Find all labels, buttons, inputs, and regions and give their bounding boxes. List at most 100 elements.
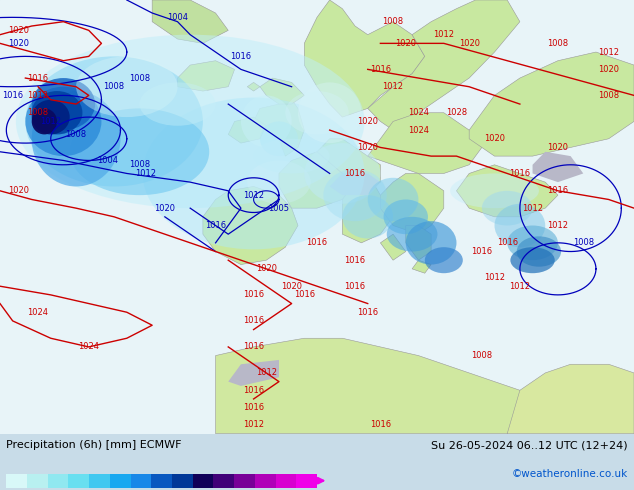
Text: 1024: 1024 — [78, 343, 100, 351]
Text: 1004: 1004 — [97, 156, 119, 165]
Text: 1008: 1008 — [129, 74, 150, 82]
Polygon shape — [203, 187, 298, 265]
Text: 1008: 1008 — [471, 351, 493, 360]
Text: 1020: 1020 — [484, 134, 505, 143]
Text: 1016: 1016 — [243, 317, 264, 325]
Polygon shape — [317, 139, 380, 182]
Text: 1020: 1020 — [256, 265, 277, 273]
Polygon shape — [380, 234, 406, 260]
Text: 1012: 1012 — [243, 420, 264, 429]
Bar — [110, 474, 131, 488]
Ellipse shape — [247, 160, 311, 204]
Ellipse shape — [32, 100, 70, 134]
Polygon shape — [406, 225, 431, 260]
Text: 1024: 1024 — [27, 308, 49, 317]
Ellipse shape — [260, 122, 298, 156]
Text: 1008: 1008 — [129, 160, 150, 169]
Text: 1012: 1012 — [547, 221, 569, 230]
Ellipse shape — [285, 91, 349, 134]
Ellipse shape — [450, 173, 539, 208]
Text: 1012: 1012 — [27, 91, 49, 100]
Ellipse shape — [387, 217, 437, 251]
Text: 1020: 1020 — [8, 186, 30, 196]
Ellipse shape — [143, 98, 365, 249]
Ellipse shape — [25, 56, 203, 187]
Polygon shape — [254, 100, 304, 156]
Text: ©weatheronline.co.uk: ©weatheronline.co.uk — [512, 469, 628, 479]
Ellipse shape — [16, 35, 365, 208]
Polygon shape — [304, 0, 425, 117]
Polygon shape — [456, 165, 558, 217]
Text: 1016: 1016 — [370, 420, 391, 429]
Text: 1016: 1016 — [230, 52, 252, 61]
Ellipse shape — [368, 178, 418, 221]
Ellipse shape — [32, 91, 82, 134]
Text: 1012: 1012 — [509, 282, 531, 291]
Bar — [152, 474, 172, 488]
Text: 1020: 1020 — [357, 143, 378, 152]
Ellipse shape — [495, 204, 545, 247]
Bar — [172, 474, 193, 488]
Text: 1012: 1012 — [256, 368, 277, 377]
Text: 1008: 1008 — [65, 130, 87, 139]
Text: 1012: 1012 — [484, 273, 505, 282]
Ellipse shape — [304, 143, 380, 204]
Polygon shape — [368, 113, 482, 173]
Ellipse shape — [482, 191, 533, 225]
Text: 1016: 1016 — [370, 65, 391, 74]
Text: 1012: 1012 — [598, 48, 619, 56]
Text: Precipitation (6h) [mm] ECMWF: Precipitation (6h) [mm] ECMWF — [6, 441, 182, 450]
Text: 1016: 1016 — [547, 186, 569, 196]
Bar — [68, 474, 89, 488]
Text: 1020: 1020 — [547, 143, 569, 152]
Text: 1020: 1020 — [357, 117, 378, 126]
Polygon shape — [279, 152, 355, 208]
Text: 1012: 1012 — [135, 169, 157, 178]
Text: 1016: 1016 — [243, 386, 264, 395]
Bar — [276, 474, 296, 488]
Text: 1028: 1028 — [446, 108, 467, 117]
Text: 1008: 1008 — [382, 17, 404, 26]
Bar — [296, 474, 317, 488]
Polygon shape — [228, 360, 279, 386]
Text: Su 26-05-2024 06..12 UTC (12+24): Su 26-05-2024 06..12 UTC (12+24) — [431, 441, 628, 450]
Text: 1016: 1016 — [243, 343, 264, 351]
Ellipse shape — [32, 78, 95, 130]
Text: 1012: 1012 — [382, 82, 404, 91]
Text: 1016: 1016 — [306, 238, 328, 247]
Ellipse shape — [70, 108, 209, 195]
Ellipse shape — [254, 139, 330, 173]
Text: 1016: 1016 — [243, 403, 264, 412]
Polygon shape — [260, 78, 304, 104]
Text: 1012: 1012 — [243, 191, 264, 199]
Polygon shape — [380, 173, 444, 234]
Ellipse shape — [517, 236, 561, 267]
Polygon shape — [330, 173, 380, 195]
Polygon shape — [178, 61, 235, 91]
Polygon shape — [152, 0, 228, 44]
Polygon shape — [412, 260, 431, 273]
Text: 1016: 1016 — [496, 238, 518, 247]
Text: 1005: 1005 — [268, 204, 290, 213]
Bar — [6, 474, 27, 488]
Ellipse shape — [32, 108, 57, 134]
Ellipse shape — [507, 225, 558, 260]
Text: 1024: 1024 — [408, 125, 429, 135]
Ellipse shape — [25, 87, 101, 156]
Text: 1020: 1020 — [598, 65, 619, 74]
Text: 1016: 1016 — [27, 74, 49, 82]
Ellipse shape — [241, 96, 292, 147]
Text: 1012: 1012 — [522, 204, 543, 213]
Polygon shape — [368, 0, 520, 130]
Text: 1008: 1008 — [573, 238, 594, 247]
Polygon shape — [533, 152, 583, 182]
Text: 1016: 1016 — [344, 256, 366, 265]
Ellipse shape — [510, 247, 555, 273]
Text: 1016: 1016 — [344, 169, 366, 178]
Ellipse shape — [406, 221, 456, 265]
Text: 1012: 1012 — [433, 30, 455, 39]
Ellipse shape — [32, 91, 120, 187]
Bar — [89, 474, 110, 488]
Text: 1020: 1020 — [8, 26, 30, 35]
Polygon shape — [507, 364, 634, 434]
